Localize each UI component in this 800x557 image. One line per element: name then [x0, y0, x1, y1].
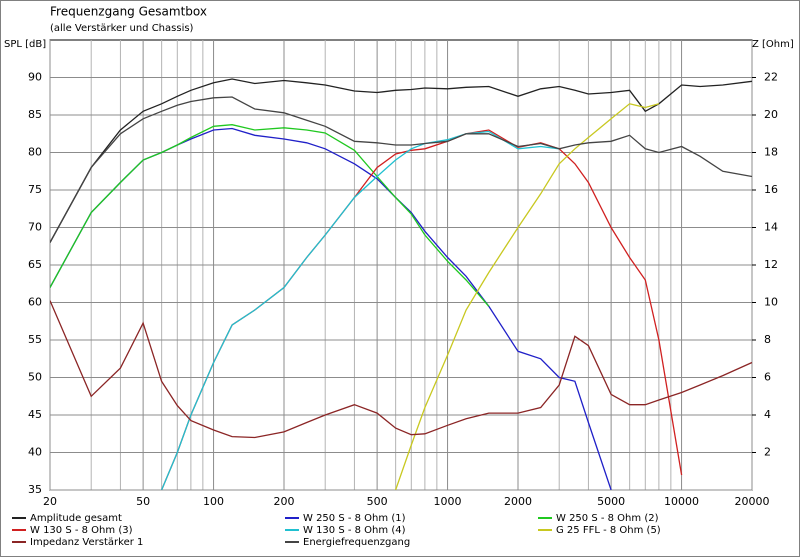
y2-tick-label: 18: [764, 146, 778, 159]
legend-label: W 250 S - 8 Ohm (1): [303, 513, 406, 524]
legend-label: G 25 FFL - 8 Ohm (5): [556, 525, 661, 536]
x-tick-label: 500: [367, 495, 388, 508]
y-tick-label: 50: [28, 371, 42, 384]
chart-title: Frequenzgang Gesamtbox: [50, 5, 207, 19]
y-tick-label: 70: [28, 221, 42, 234]
y-tick-label: 40: [28, 446, 42, 459]
y2-tick-label: 16: [764, 183, 778, 196]
y2-tick-label: 10: [764, 296, 778, 309]
y-tick-label: 45: [28, 408, 42, 421]
y2-tick-label: 20: [764, 108, 778, 121]
x-tick-label: 20000: [735, 495, 770, 508]
series-line: [50, 78, 752, 243]
chart-subtitle: (alle Verstärker und Chassis): [50, 23, 194, 34]
series-line: [161, 130, 560, 490]
y2-axis-label: Z [Ohm]: [752, 39, 794, 50]
legend-label: W 130 S - 8 Ohm (3): [30, 525, 133, 536]
y2-tick-label: 2: [764, 446, 771, 459]
y2-tick-label: 22: [764, 71, 778, 84]
y-tick-label: 60: [28, 296, 42, 309]
series-line: [50, 300, 752, 439]
y-tick-label: 75: [28, 183, 42, 196]
legend-label: Energiefrequenzgang: [303, 537, 410, 548]
x-tick-label: 20: [43, 495, 57, 508]
y-tick-label: 65: [28, 258, 42, 271]
legend-label: Impedanz Verstärker 1: [30, 537, 143, 548]
x-tick-label: 1000: [434, 495, 462, 508]
y-axis-label: SPL [dB]: [4, 39, 46, 50]
series-line: [394, 103, 660, 490]
y-tick-label: 85: [28, 108, 42, 121]
x-tick-label: 50: [136, 495, 150, 508]
x-tick-label: 5000: [597, 495, 625, 508]
legend-label: W 130 S - 8 Ohm (4): [303, 525, 406, 536]
x-tick-label: 2000: [504, 495, 532, 508]
series-line: [50, 124, 490, 307]
y2-tick-label: 6: [764, 371, 771, 384]
x-tick-label: 200: [274, 495, 295, 508]
y2-tick-label: 12: [764, 258, 778, 271]
legend-label: W 250 S - 8 Ohm (2): [556, 513, 659, 524]
series-group: [50, 78, 752, 490]
y2-tick-label: 8: [764, 333, 771, 346]
x-tick-label: 10000: [664, 495, 699, 508]
y-tick-label: 55: [28, 333, 42, 346]
y-tick-label: 80: [28, 146, 42, 159]
y2-tick-label: 4: [764, 408, 771, 421]
y2-tick-label: 14: [764, 221, 778, 234]
y-tick-label: 90: [28, 71, 42, 84]
x-tick-label: 100: [203, 495, 224, 508]
y-tick-label: 35: [28, 483, 42, 496]
legend-label: Amplitude gesamt: [30, 513, 122, 524]
series-line: [50, 96, 752, 243]
